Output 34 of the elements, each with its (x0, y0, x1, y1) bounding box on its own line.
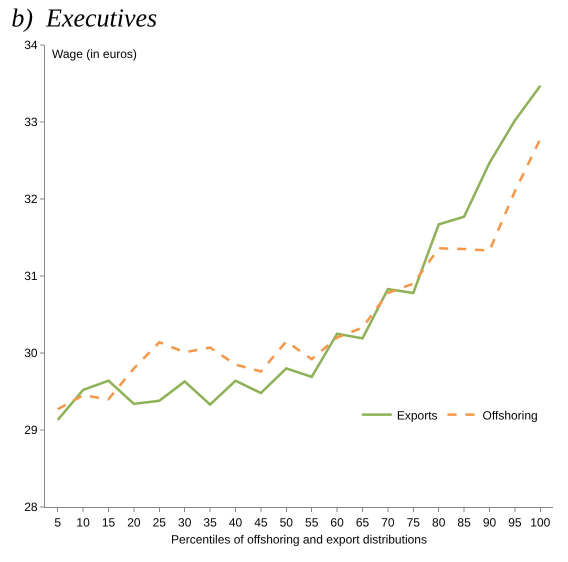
y-axis-title: Wage (in euros) (52, 47, 137, 61)
x-tick-label: 80 (432, 515, 446, 530)
x-tick-label: 50 (280, 515, 294, 530)
x-tick-label: 90 (482, 515, 496, 530)
y-tick-label: 33 (24, 115, 38, 130)
x-tick-label: 55 (305, 515, 319, 530)
x-tick-label: 30 (178, 515, 192, 530)
x-tick-label: 35 (203, 515, 218, 530)
x-axis-title: Percentiles of offshoring and export distributions (171, 532, 427, 546)
y-tick-label: 30 (24, 346, 38, 360)
x-tick-label: 10 (76, 515, 90, 530)
y-tick-label: 34 (24, 38, 38, 52)
x-tick-label: 75 (406, 515, 420, 530)
x-tick-label: 15 (102, 515, 116, 530)
y-tick-label: 32 (24, 192, 38, 206)
x-tick-label: 60 (330, 515, 344, 530)
x-tick-label: 85 (457, 515, 472, 530)
x-tick-label: 70 (381, 515, 395, 530)
x-tick-label: 95 (508, 515, 522, 530)
x-tick-label: 65 (356, 515, 370, 530)
x-tick-label: 5 (54, 515, 62, 530)
legend-label: Exports (396, 408, 438, 422)
y-tick-label: 29 (24, 423, 38, 438)
chart-title: b) Executives (11, 4, 158, 33)
line-series (56, 84, 542, 422)
x-tick-label: 100 (530, 515, 551, 530)
legend-label: Offshoring (482, 408, 538, 422)
x-tick-label: 25 (152, 515, 166, 530)
x-tick-label: 45 (254, 515, 268, 530)
x-tick-label: 20 (127, 515, 141, 530)
x-tick-label: 40 (228, 515, 242, 530)
line-series (56, 138, 542, 410)
y-tick-label: 28 (24, 500, 38, 514)
y-tick-label: 31 (24, 269, 38, 284)
